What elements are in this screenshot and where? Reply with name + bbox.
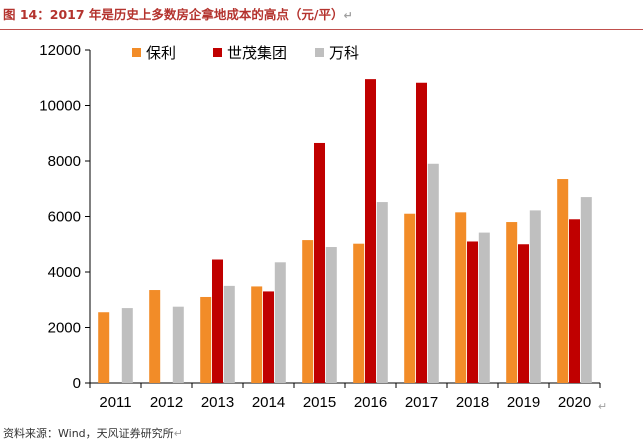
bar-2019-2 bbox=[518, 244, 529, 383]
title-divider bbox=[0, 29, 643, 30]
bar-2020-1 bbox=[557, 179, 569, 383]
bar-2018-1 bbox=[455, 212, 467, 383]
return-mark-icon: ↵ bbox=[598, 401, 607, 413]
x-tick-label: 2018 bbox=[456, 394, 489, 411]
legend-swatch bbox=[213, 48, 222, 57]
legend-label: 万科 bbox=[329, 45, 359, 62]
bar-2015-1 bbox=[302, 240, 314, 383]
y-tick-label: 10000 bbox=[39, 98, 81, 115]
bar-2014-2 bbox=[263, 291, 274, 383]
bar-2013-3 bbox=[223, 285, 235, 383]
source-note: 资料来源：Wind，天风证券研究所↵ bbox=[3, 427, 183, 440]
y-tick-label: 12000 bbox=[39, 42, 81, 59]
bar-2020-3 bbox=[580, 197, 592, 383]
x-tick-label: 2013 bbox=[201, 394, 234, 411]
y-tick-label: 0 bbox=[73, 375, 81, 392]
bar-2017-3 bbox=[427, 163, 439, 383]
return-mark-icon: ↵ bbox=[343, 9, 353, 22]
x-tick-label: 2014 bbox=[252, 394, 285, 411]
legend-label: 世茂集团 bbox=[227, 45, 287, 62]
bar-2020-2 bbox=[569, 219, 580, 383]
x-tick-label: 2017 bbox=[405, 394, 438, 411]
bar-2017-2 bbox=[416, 82, 427, 384]
x-tick-label: 2015 bbox=[303, 394, 336, 411]
bar-2016-3 bbox=[376, 202, 388, 383]
bar-2011-3 bbox=[121, 308, 133, 383]
legend-swatch bbox=[132, 48, 141, 57]
return-mark-icon: ↵ bbox=[173, 427, 183, 440]
x-tick-label: 2016 bbox=[354, 394, 387, 411]
bar-2014-3 bbox=[274, 262, 286, 383]
x-tick-label: 2011 bbox=[99, 394, 131, 411]
chart-title: 图 14：2017 年是历史上多数房企拿地成本的高点（元/平）↵ bbox=[3, 7, 353, 22]
bar-2015-3 bbox=[325, 247, 337, 383]
y-tick-label: 6000 bbox=[48, 209, 81, 226]
bar-2019-3 bbox=[529, 210, 541, 383]
x-tick-label: 2020 bbox=[558, 394, 591, 411]
bar-2016-1 bbox=[353, 243, 365, 383]
bar-2012-1 bbox=[149, 290, 161, 383]
bar-2015-2 bbox=[314, 142, 325, 383]
legend-label: 保利 bbox=[146, 45, 176, 62]
bar-2011-1 bbox=[98, 312, 110, 383]
x-tick-label: 2019 bbox=[507, 394, 540, 411]
legend-swatch bbox=[315, 48, 324, 57]
bar-2018-3 bbox=[478, 232, 490, 383]
bar-2013-2 bbox=[212, 259, 223, 383]
bar-2019-1 bbox=[506, 222, 518, 383]
y-tick-label: 8000 bbox=[48, 153, 81, 170]
y-tick-label: 4000 bbox=[48, 264, 81, 281]
bar-2016-2 bbox=[365, 79, 376, 383]
bar-2012-3 bbox=[172, 306, 184, 383]
y-tick-label: 2000 bbox=[48, 320, 81, 337]
bar-2018-2 bbox=[467, 241, 478, 383]
x-tick-label: 2012 bbox=[150, 394, 183, 411]
bar-2017-1 bbox=[404, 213, 416, 383]
bar-2014-1 bbox=[251, 286, 263, 383]
bar-2013-1 bbox=[200, 296, 212, 383]
